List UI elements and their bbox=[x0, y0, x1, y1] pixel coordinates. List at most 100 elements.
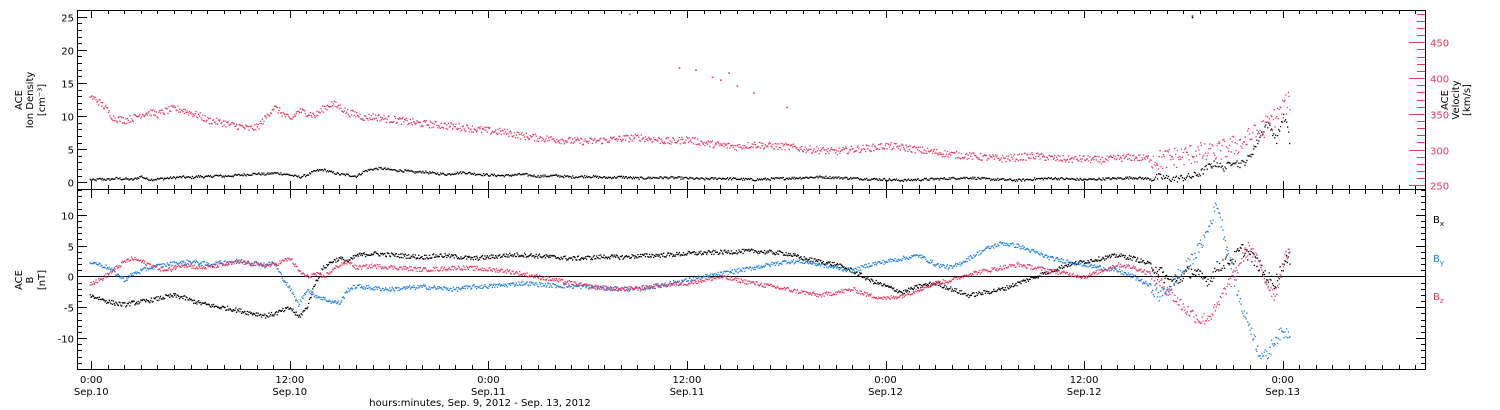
bx-point bbox=[1013, 284, 1016, 287]
velocity-point bbox=[1165, 150, 1167, 152]
outlier-point bbox=[695, 69, 697, 72]
density-point bbox=[1072, 178, 1074, 180]
velocity-point bbox=[787, 143, 790, 146]
density-point bbox=[148, 179, 150, 182]
by-point bbox=[270, 264, 272, 266]
velocity-point bbox=[501, 129, 503, 132]
bx-point bbox=[733, 252, 735, 255]
velocity-point bbox=[95, 99, 97, 101]
density-point bbox=[1210, 166, 1212, 168]
bx-point bbox=[622, 258, 624, 260]
bx-point bbox=[347, 261, 349, 263]
velocity-point bbox=[572, 138, 574, 140]
by-point bbox=[372, 289, 374, 291]
velocity-point bbox=[354, 111, 356, 113]
bx-point bbox=[456, 256, 458, 258]
bx-point bbox=[1287, 256, 1289, 258]
bx-point bbox=[128, 301, 130, 303]
bx-point bbox=[704, 251, 706, 253]
bx-point bbox=[527, 256, 529, 258]
velocity-point bbox=[910, 150, 912, 152]
density-point bbox=[126, 178, 128, 180]
bx-point bbox=[1268, 272, 1270, 274]
density-point bbox=[860, 178, 862, 180]
density-point bbox=[527, 175, 529, 177]
velocity-point bbox=[466, 124, 468, 126]
density-point bbox=[997, 177, 999, 180]
velocity-point bbox=[1118, 154, 1120, 157]
bx-point bbox=[363, 252, 365, 254]
bx-point bbox=[883, 283, 885, 285]
velocity-point bbox=[631, 140, 633, 142]
velocity-point bbox=[1089, 156, 1091, 158]
density-point bbox=[167, 177, 169, 179]
density-point bbox=[976, 178, 978, 181]
density-point bbox=[1138, 177, 1140, 179]
by-point bbox=[304, 293, 306, 296]
bx-point bbox=[459, 258, 461, 260]
by-point bbox=[105, 264, 107, 266]
velocity-point bbox=[400, 123, 402, 125]
velocity-point bbox=[943, 156, 945, 158]
bx-point bbox=[905, 291, 907, 293]
density-point bbox=[979, 178, 981, 180]
density-point bbox=[329, 170, 332, 173]
velocity-point bbox=[909, 145, 911, 147]
by-point bbox=[257, 263, 259, 266]
bx-point bbox=[674, 255, 676, 257]
bx-point bbox=[967, 293, 969, 296]
density-point bbox=[896, 179, 899, 182]
velocity-point bbox=[495, 132, 498, 134]
bx-point bbox=[528, 255, 530, 257]
velocity-point bbox=[236, 123, 238, 126]
density-point bbox=[764, 177, 766, 179]
velocity-point bbox=[1199, 153, 1201, 155]
density-point bbox=[213, 175, 215, 177]
bx-point bbox=[795, 255, 797, 257]
velocity-point bbox=[134, 114, 136, 116]
density-point bbox=[1106, 177, 1108, 180]
velocity-point bbox=[229, 124, 231, 126]
by-point bbox=[250, 262, 253, 265]
bx-point bbox=[915, 285, 917, 287]
bx-point bbox=[769, 250, 771, 252]
velocity-point bbox=[513, 134, 515, 137]
density-point bbox=[637, 177, 639, 179]
density-point bbox=[429, 171, 431, 173]
density-point bbox=[388, 168, 390, 170]
velocity-point bbox=[933, 148, 935, 151]
velocity-point bbox=[409, 118, 412, 121]
density-point bbox=[177, 177, 180, 179]
velocity-point bbox=[764, 144, 766, 146]
velocity-point bbox=[1249, 139, 1251, 141]
by-point bbox=[98, 262, 100, 264]
x-tick-time-label: 0:00 bbox=[477, 375, 499, 386]
velocity-point bbox=[1048, 154, 1050, 157]
density-point bbox=[884, 179, 887, 181]
bx-point bbox=[453, 257, 455, 259]
density-point bbox=[1157, 173, 1160, 175]
bx-point bbox=[790, 254, 792, 257]
density-point bbox=[174, 176, 176, 179]
velocity-point bbox=[993, 155, 995, 158]
bx-point bbox=[233, 309, 235, 312]
bx-point bbox=[394, 253, 397, 255]
bx-point bbox=[737, 252, 739, 254]
bx-point bbox=[1212, 271, 1214, 273]
bx-point bbox=[1122, 254, 1124, 256]
density-point bbox=[467, 172, 470, 174]
velocity-point bbox=[714, 144, 716, 146]
by-point bbox=[104, 267, 106, 269]
velocity-point bbox=[1062, 155, 1064, 157]
density-point bbox=[128, 179, 130, 181]
density-point bbox=[1094, 179, 1096, 181]
density-point bbox=[776, 177, 778, 179]
velocity-point bbox=[735, 149, 738, 151]
bx-point bbox=[831, 261, 834, 264]
bx-point bbox=[1171, 280, 1174, 282]
bx-point bbox=[436, 256, 438, 258]
by-point bbox=[167, 263, 169, 265]
velocity-point bbox=[854, 150, 857, 152]
density-point bbox=[797, 178, 799, 180]
velocity-point bbox=[720, 143, 722, 145]
